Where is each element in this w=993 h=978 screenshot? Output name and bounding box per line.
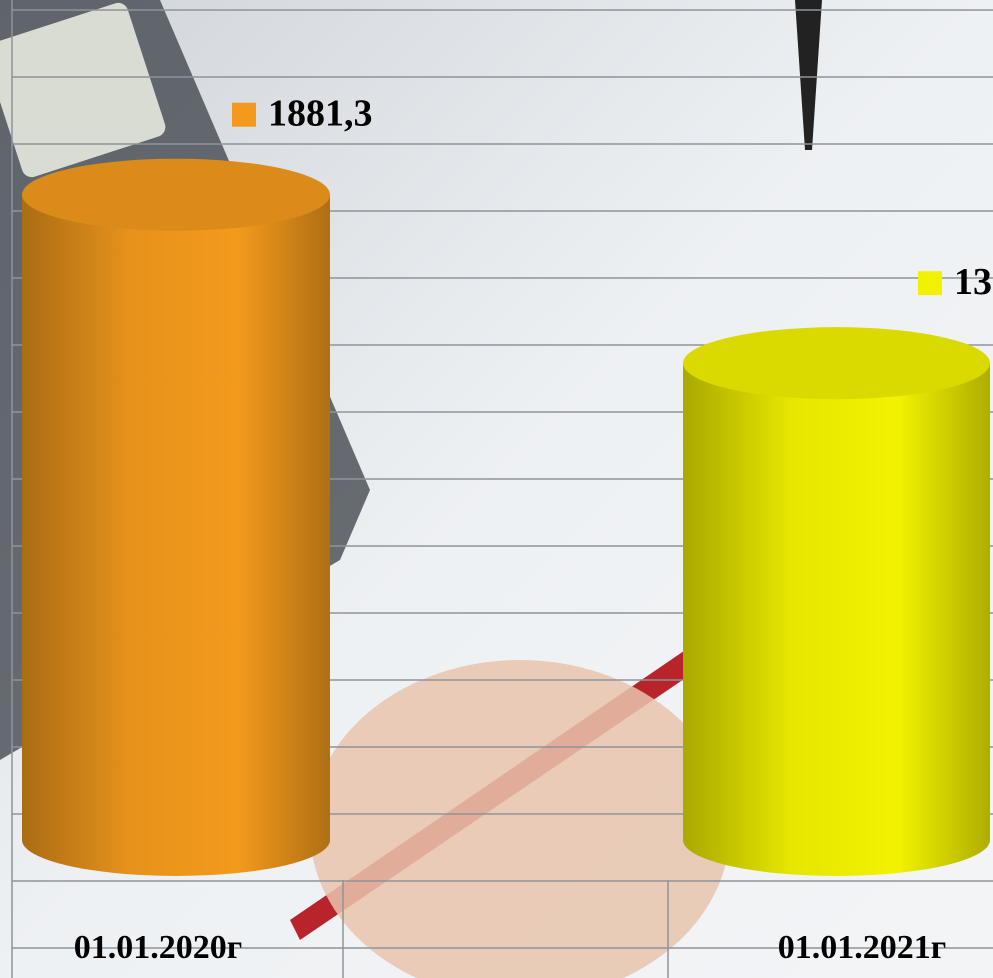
data-label: 1390,2: [954, 261, 993, 303]
calculator-display: [0, 2, 166, 178]
cylinder-top: [683, 327, 990, 400]
pen-photo: [795, 0, 822, 150]
hand-photo: [310, 660, 730, 978]
bar: [683, 363, 990, 840]
data-label: 1881,3: [268, 92, 373, 134]
bar: [22, 194, 330, 840]
x-tick-label: 01.01.2020г: [74, 929, 242, 966]
cylinder-top: [22, 158, 330, 231]
x-tick-label: 01.01.2021г: [778, 929, 946, 966]
legend-swatch: [232, 102, 256, 127]
legend-swatch: [918, 271, 942, 296]
